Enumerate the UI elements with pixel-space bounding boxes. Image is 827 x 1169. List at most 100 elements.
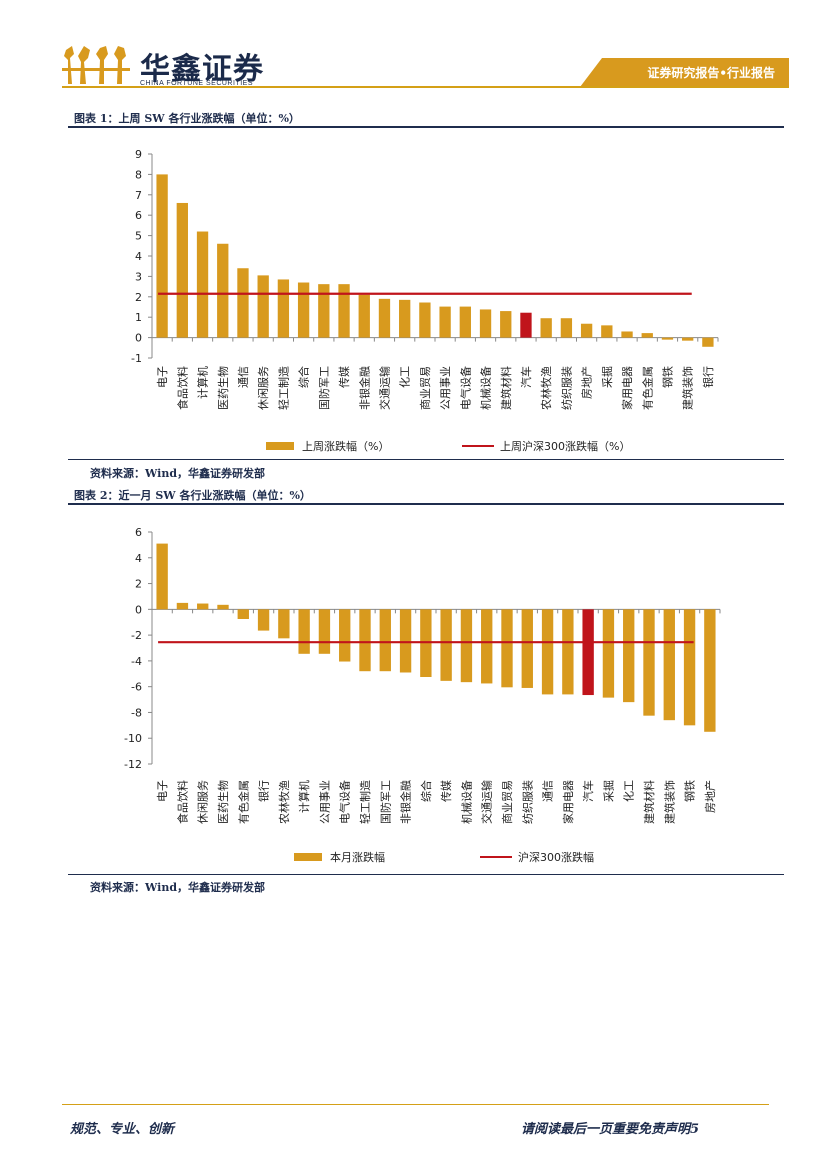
bar bbox=[520, 312, 532, 338]
x-tick-label: 房地产 bbox=[580, 366, 594, 399]
x-tick-label: 有色金属 bbox=[236, 780, 250, 824]
x-tick-label: 农林牧渔 bbox=[277, 780, 291, 824]
x-tick-label: 医药生物 bbox=[216, 366, 230, 410]
x-tick-label: 建筑材料 bbox=[499, 366, 513, 410]
footer-slogan: 规范、专业、创新 bbox=[70, 1122, 175, 1137]
legend-line-label: 沪深300涨跌幅 bbox=[518, 850, 594, 864]
header-rule bbox=[62, 86, 789, 88]
bar bbox=[338, 284, 350, 338]
brand-name-cn: 华鑫证券 bbox=[140, 52, 264, 87]
figure-2-title: 图表 2：近一月 SW 各行业涨跌幅（单位：%） bbox=[74, 489, 311, 502]
x-tick-label: 电子 bbox=[156, 366, 169, 388]
y-tick-label: 5 bbox=[135, 230, 142, 243]
bar bbox=[297, 282, 310, 338]
y-tick-label: -12 bbox=[124, 758, 142, 771]
bar bbox=[237, 268, 249, 338]
bar bbox=[459, 306, 471, 338]
x-tick-label: 商业贸易 bbox=[500, 780, 514, 824]
y-tick-label: 8 bbox=[135, 168, 142, 181]
x-tick-label: 交通运输 bbox=[377, 366, 391, 410]
bar bbox=[460, 609, 473, 683]
x-tick-label: 建筑装饰 bbox=[662, 780, 676, 824]
x-tick-label: 计算机 bbox=[297, 780, 311, 813]
figure-1-title: 图表 1：上周 SW 各行业涨跌幅（单位：%） bbox=[74, 112, 300, 125]
x-tick-label: 电气设备 bbox=[338, 780, 352, 824]
x-tick-label: 家用电器 bbox=[620, 366, 634, 410]
y-tick-label: 9 bbox=[135, 148, 142, 161]
y-tick-label: 3 bbox=[135, 270, 142, 283]
figure-1-source: 资料来源：Wind，华鑫证券研发部 bbox=[90, 467, 266, 480]
bar bbox=[481, 609, 493, 684]
bar bbox=[641, 333, 653, 338]
bar bbox=[521, 609, 533, 688]
legend-bar-label: 上周涨跌幅（%） bbox=[302, 439, 389, 453]
bar bbox=[257, 275, 269, 338]
y-tick-label: -2 bbox=[131, 629, 142, 642]
bar bbox=[419, 302, 431, 338]
x-tick-label: 建筑装饰 bbox=[681, 366, 695, 410]
bar bbox=[298, 609, 310, 654]
bar bbox=[339, 609, 351, 662]
x-tick-label: 非银金融 bbox=[399, 780, 413, 824]
x-tick-label: 有色金属 bbox=[640, 366, 654, 410]
x-tick-label: 银行 bbox=[701, 366, 715, 388]
bar bbox=[602, 609, 615, 698]
bar bbox=[278, 609, 290, 639]
bar bbox=[399, 299, 411, 338]
bar bbox=[156, 543, 168, 610]
bar bbox=[379, 609, 391, 672]
brand-logo: 华鑫证券 CHINA FORTUNE SECURITIES bbox=[62, 44, 282, 90]
bar bbox=[663, 609, 675, 721]
bar bbox=[217, 604, 229, 610]
y-tick-label: 6 bbox=[135, 209, 142, 222]
x-tick-label: 汽车 bbox=[581, 780, 595, 802]
logo-figures-icon bbox=[62, 46, 130, 84]
x-tick-label: 公用事业 bbox=[439, 366, 452, 410]
legend-bar-swatch bbox=[266, 442, 294, 450]
y-tick-label: -4 bbox=[131, 655, 142, 668]
bar bbox=[501, 609, 513, 688]
bar bbox=[623, 609, 635, 703]
y-tick-label: 6 bbox=[135, 526, 142, 539]
x-tick-label: 医药生物 bbox=[216, 780, 230, 824]
x-tick-label: 综合 bbox=[419, 780, 433, 802]
x-tick-label: 采掘 bbox=[600, 366, 614, 388]
bar bbox=[176, 602, 189, 610]
y-tick-label: -10 bbox=[124, 732, 142, 745]
bar bbox=[560, 318, 573, 338]
x-tick-label: 化工 bbox=[622, 780, 636, 802]
bar bbox=[704, 609, 716, 732]
x-tick-label: 计算机 bbox=[196, 366, 210, 399]
figure-1-bottom-rule bbox=[68, 459, 784, 460]
x-tick-label: 国防军工 bbox=[317, 366, 331, 410]
figure-2-bottom-rule bbox=[68, 874, 784, 875]
y-tick-label: -6 bbox=[131, 681, 142, 694]
bar bbox=[439, 306, 451, 338]
legend-line-label: 上周沪深300涨跌幅（%） bbox=[500, 439, 630, 453]
x-tick-label: 食品饮料 bbox=[175, 366, 189, 410]
bar bbox=[562, 609, 574, 695]
x-tick-label: 化工 bbox=[398, 366, 412, 388]
bar bbox=[541, 609, 554, 695]
x-tick-label: 采掘 bbox=[601, 780, 615, 802]
bar bbox=[358, 294, 370, 338]
x-tick-label: 银行 bbox=[257, 780, 271, 802]
x-tick-label: 轻工制造 bbox=[358, 780, 372, 824]
x-tick-label: 休闲服务 bbox=[196, 780, 210, 824]
figure-2-top-rule bbox=[68, 503, 784, 505]
footer-rule bbox=[62, 1104, 769, 1105]
bar bbox=[318, 609, 331, 654]
figure-1-chart: -1 0 1 2 3 4 5 6 7 8 9 电子 食品饮料 计算机 医药生物 通信 休闲服务 轻工制造 综合 国防军… bbox=[131, 148, 719, 453]
x-tick-label: 国防军工 bbox=[378, 780, 392, 824]
bar bbox=[176, 202, 188, 338]
bar bbox=[196, 231, 209, 338]
bar bbox=[661, 337, 674, 340]
y-tick-label: 1 bbox=[135, 311, 142, 324]
bar bbox=[399, 609, 412, 673]
brand-name-en: CHINA FORTUNE SECURITIES bbox=[140, 80, 253, 87]
bar bbox=[197, 603, 209, 610]
y-tick-label: -8 bbox=[131, 706, 142, 719]
bar bbox=[601, 325, 613, 338]
bar bbox=[683, 609, 696, 726]
x-tick-label: 公用事业 bbox=[318, 780, 331, 824]
